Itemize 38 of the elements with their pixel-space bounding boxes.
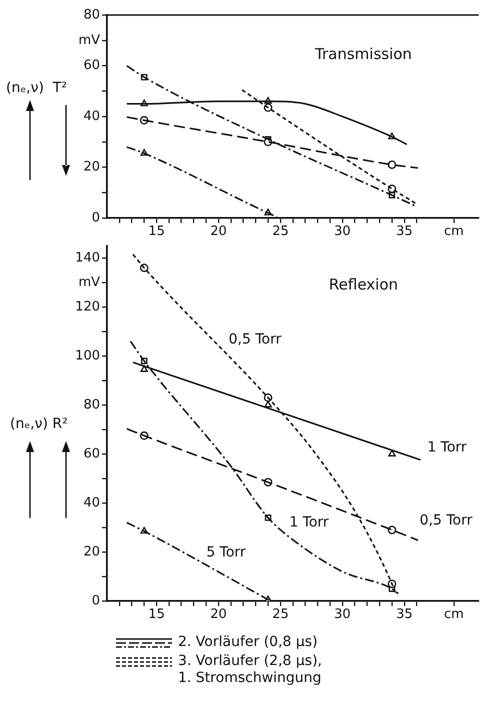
y-tick-label: 0 — [92, 210, 100, 226]
y-tick-label: 80 — [83, 397, 100, 412]
x-tick-label: 35 — [396, 607, 413, 622]
y-tick-label: 20 — [83, 160, 100, 175]
y-axis-title: (nₑ,ν) T² — [6, 80, 67, 96]
x-tick-label: 25 — [272, 607, 289, 622]
text: Reflexion — [328, 276, 398, 294]
y-tick-label: 20 — [83, 544, 100, 560]
x-tick-label: 30 — [334, 224, 351, 240]
y-tick-label: 0 — [92, 593, 100, 608]
y-tick-label: 40 — [83, 495, 100, 510]
x-tick-label: 35 — [396, 224, 413, 240]
series-label: 1 Torr — [427, 440, 467, 456]
x-tick-label: 20 — [210, 224, 227, 240]
x-tick-label: 25 — [272, 224, 289, 240]
x-tick-label: cm — [444, 224, 464, 240]
series-label: 1 Torr — [289, 514, 329, 531]
series-label: 5 Torr — [206, 544, 246, 561]
text: Transmission — [314, 44, 412, 63]
x-tick-label: 15 — [148, 224, 165, 240]
text: 3. Vorläufer (2,8 µs), 1. Stromschwingung — [178, 653, 322, 687]
y-tick-label: 60 — [83, 446, 100, 462]
y-tick-label: 120 — [75, 299, 100, 314]
x-tick-label: cm — [444, 607, 464, 622]
y-tick-label: mV — [78, 274, 100, 290]
y-tick-label: 80 — [83, 7, 100, 22]
y-tick-label: mV — [78, 32, 100, 48]
y-tick-label: 60 — [83, 58, 100, 74]
y-tick-label: 100 — [75, 348, 100, 364]
y-axis-title: (nₑ,ν) R² — [10, 416, 68, 432]
series-label: 0,5 Torr — [228, 332, 282, 348]
x-tick-label: 30 — [334, 607, 351, 622]
y-tick-label: 40 — [83, 108, 100, 124]
y-tick-label: 140 — [75, 250, 100, 266]
x-tick-label: 15 — [148, 607, 165, 622]
series-label: 0,5 Torr — [420, 512, 473, 529]
x-tick-label: 20 — [210, 607, 227, 622]
text: 2. Vorläufer (0,8 µs) — [178, 634, 318, 651]
